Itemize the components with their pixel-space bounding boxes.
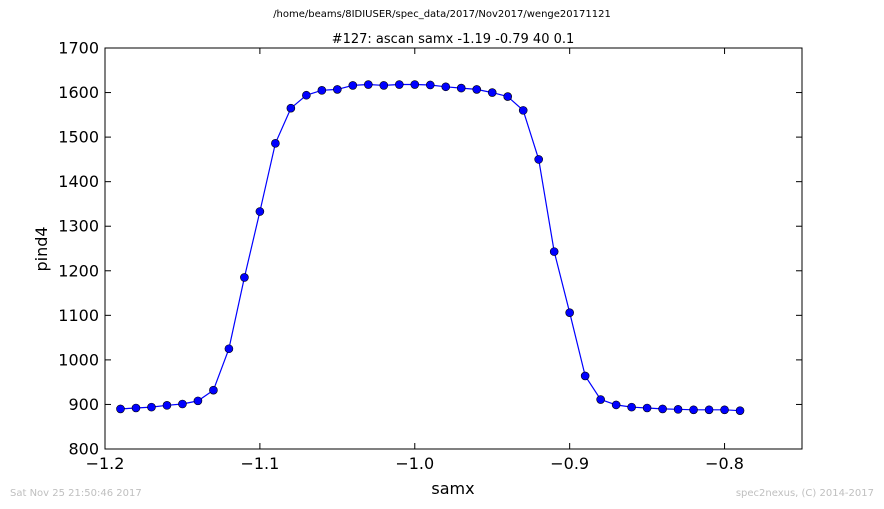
data-point xyxy=(131,403,141,413)
data-series xyxy=(116,80,745,415)
timestamp: Sat Nov 25 21:50:46 2017 xyxy=(10,488,142,499)
data-point xyxy=(565,308,574,317)
data-point xyxy=(425,80,435,90)
y-tick-label: 1100 xyxy=(58,306,99,325)
data-point xyxy=(224,344,234,354)
data-point xyxy=(394,80,404,89)
data-point xyxy=(302,90,311,100)
y-tick-label: 1500 xyxy=(58,128,99,147)
data-point xyxy=(518,106,528,115)
y-tick-label: 1000 xyxy=(58,350,99,369)
figure-path-title: /home/beams/8IDIUSER/spec_data/2017/Nov2… xyxy=(273,9,611,20)
plot-area-frame xyxy=(104,47,803,450)
x-tick-label: −1.1 xyxy=(240,454,279,473)
y-tick-label: 1200 xyxy=(58,261,99,280)
data-point xyxy=(364,80,373,89)
data-point xyxy=(472,85,482,94)
x-tick-label: −0.9 xyxy=(550,454,589,473)
data-point xyxy=(735,406,745,415)
y-tick-label: 900 xyxy=(68,395,99,414)
data-point xyxy=(162,401,172,410)
y-axis-label: pind4 xyxy=(32,226,51,271)
x-axis-label: samx xyxy=(431,479,474,498)
x-axis: −1.2 −1.1 −1.0 −0.9 −0.8 xyxy=(86,48,744,473)
x-tick-label: −1.2 xyxy=(86,454,125,473)
data-point xyxy=(147,402,156,412)
data-point xyxy=(704,405,714,415)
data-point xyxy=(658,404,667,414)
y-tick-label: 1400 xyxy=(58,172,99,191)
data-point xyxy=(348,81,358,90)
data-point xyxy=(627,402,636,412)
y-tick-label: 1300 xyxy=(58,217,99,236)
data-point xyxy=(178,399,187,409)
data-point xyxy=(720,405,729,415)
data-point xyxy=(549,247,559,256)
data-point xyxy=(596,395,605,404)
credit: spec2nexus, (C) 2014-2017 xyxy=(735,488,874,499)
data-point xyxy=(642,403,652,413)
data-point xyxy=(487,88,497,97)
data-point xyxy=(673,405,683,414)
data-point xyxy=(580,371,590,381)
data-point xyxy=(503,92,513,101)
x-tick-label: −1.0 xyxy=(395,454,434,473)
data-point xyxy=(441,82,451,92)
data-point xyxy=(317,86,327,95)
data-point xyxy=(209,385,218,395)
y-tick-label: 1600 xyxy=(58,83,99,102)
data-point xyxy=(286,103,296,113)
y-tick-label: 800 xyxy=(68,440,99,459)
data-point xyxy=(333,85,342,94)
data-point xyxy=(116,404,125,414)
data-point xyxy=(240,273,249,282)
data-point xyxy=(456,83,466,93)
data-point xyxy=(410,80,420,89)
data-point xyxy=(534,155,543,164)
x-tick-label: −0.8 xyxy=(705,454,744,473)
series-line xyxy=(120,83,741,412)
data-point xyxy=(271,139,280,148)
data-point xyxy=(379,81,389,90)
y-tick-label: 1700 xyxy=(58,39,99,58)
data-point xyxy=(689,405,698,415)
data-point xyxy=(193,396,203,406)
data-point xyxy=(255,207,265,216)
chart-title: #127: ascan samx -1.19 -0.79 40 0.1 xyxy=(332,32,575,47)
y-axis: 800 900 1000 1100 1200 1300 1400 1500 1600 1700 xyxy=(58,39,802,459)
data-point xyxy=(611,400,621,410)
